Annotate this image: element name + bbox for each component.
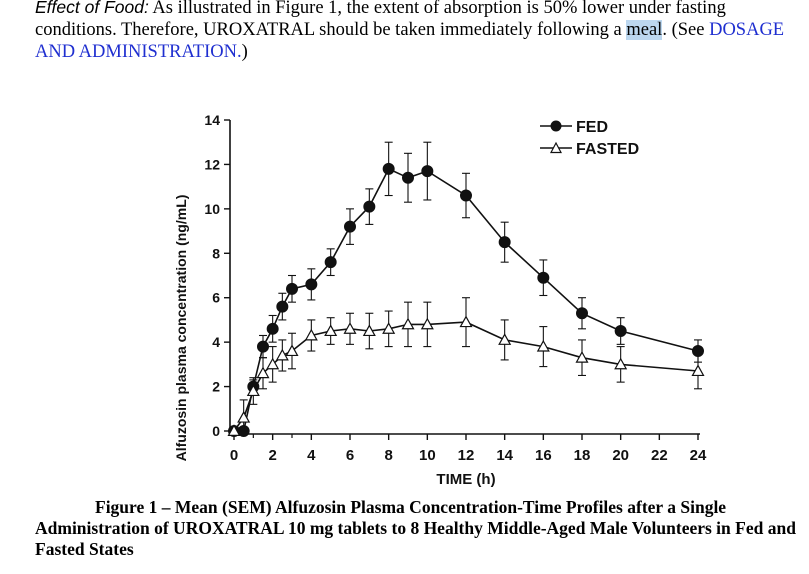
chart-series bbox=[227, 141, 705, 437]
lead-colon: : bbox=[143, 0, 149, 17]
legend-marker-fasted bbox=[550, 141, 562, 154]
x-tick-label: 0 bbox=[230, 447, 238, 464]
y-tick-label: 14 bbox=[204, 112, 220, 128]
x-tick-label: 8 bbox=[384, 447, 392, 464]
data-point-fasted bbox=[536, 339, 550, 352]
data-point-fed bbox=[363, 200, 376, 213]
x-tick-label: 16 bbox=[535, 447, 552, 464]
x-tick-label: 14 bbox=[496, 447, 513, 464]
data-point-fed bbox=[421, 165, 434, 178]
data-point-fed bbox=[614, 325, 627, 338]
y-tick-label: 0 bbox=[212, 423, 220, 439]
y-tick-label: 2 bbox=[212, 379, 220, 395]
series-fasted bbox=[227, 297, 705, 436]
y-tick-label: 8 bbox=[212, 245, 220, 261]
x-tick-label: 2 bbox=[268, 447, 276, 464]
y-axis-label: Alfuzosin plasma concentration (ng/mL) bbox=[173, 195, 189, 462]
data-point-fed bbox=[498, 236, 511, 249]
data-point-fed bbox=[576, 307, 588, 320]
data-point-fasted bbox=[575, 350, 589, 363]
data-point-fasted bbox=[382, 322, 396, 334]
x-tick-label: 12 bbox=[458, 447, 475, 464]
data-point-fasted bbox=[498, 333, 512, 345]
series-fed bbox=[228, 141, 704, 437]
y-tick-label: 6 bbox=[212, 290, 220, 306]
highlighted-word: meal bbox=[626, 20, 663, 40]
data-point-fasted bbox=[237, 410, 251, 423]
data-point-fed bbox=[402, 171, 414, 184]
paragraph-lead: Effect of Food: bbox=[35, 0, 149, 17]
x-axis-label: TIME (h) bbox=[436, 471, 495, 488]
legend-label-fasted: FASTED bbox=[576, 141, 639, 158]
data-point-fed bbox=[344, 220, 356, 233]
paragraph-body: As illustrated in Figure 1, the extent o… bbox=[35, 0, 726, 40]
chart-legend: FED FASTED bbox=[540, 119, 639, 158]
data-point-fasted bbox=[246, 384, 260, 397]
y-tick-label: 10 bbox=[204, 201, 220, 217]
data-point-fasted bbox=[362, 324, 376, 337]
data-point-fed bbox=[266, 322, 279, 335]
y-tick-label: 4 bbox=[212, 334, 220, 350]
data-point-fasted bbox=[304, 328, 318, 341]
lead-text: Effect of Food bbox=[35, 0, 144, 17]
caption-text: Figure 1 – Mean (SEM) Alfuzosin Plasma C… bbox=[35, 497, 796, 559]
data-point-fasted bbox=[256, 366, 270, 379]
data-point-fed bbox=[382, 162, 395, 175]
data-point-fasted bbox=[401, 317, 415, 330]
effect-of-food-paragraph: Effect of Food: As illustrated in Figure… bbox=[35, 0, 805, 63]
data-point-fed bbox=[537, 271, 550, 284]
x-tick-label: 18 bbox=[574, 447, 591, 464]
data-point-fasted bbox=[420, 317, 434, 330]
data-point-fed bbox=[305, 278, 318, 291]
paragraph-end: ) bbox=[241, 42, 248, 62]
dosage-administration-link[interactable]: DOSAGE AND ADMINISTRATION. bbox=[35, 20, 785, 62]
x-tick-label: 10 bbox=[419, 447, 436, 464]
data-point-fasted bbox=[691, 364, 705, 377]
data-point-fasted bbox=[275, 348, 289, 361]
data-point-fed bbox=[276, 300, 289, 313]
data-point-fed bbox=[324, 256, 337, 269]
x-tick-label: 4 bbox=[307, 447, 316, 464]
data-point-fasted bbox=[266, 357, 280, 370]
data-point-fasted bbox=[227, 424, 241, 436]
data-point-fasted bbox=[343, 322, 357, 334]
figure-caption: Figure 1 – Mean (SEM) Alfuzosin Plasma C… bbox=[35, 497, 805, 560]
data-point-fasted bbox=[324, 324, 338, 337]
data-point-fasted bbox=[614, 357, 628, 370]
data-point-fed bbox=[460, 189, 472, 202]
data-point-fasted bbox=[285, 344, 299, 357]
paragraph-see: . (See bbox=[662, 20, 710, 40]
data-point-fed bbox=[286, 282, 298, 295]
x-tick-label: 20 bbox=[612, 447, 629, 464]
data-point-fasted bbox=[459, 315, 473, 328]
x-tick-label: 22 bbox=[651, 447, 668, 464]
y-tick-label: 12 bbox=[204, 156, 220, 172]
legend-label-fed: FED bbox=[576, 119, 608, 136]
x-tick-label: 24 bbox=[690, 447, 707, 464]
data-point-fed bbox=[257, 340, 269, 353]
x-tick-label: 6 bbox=[346, 447, 354, 464]
legend-marker-fed bbox=[550, 120, 562, 132]
